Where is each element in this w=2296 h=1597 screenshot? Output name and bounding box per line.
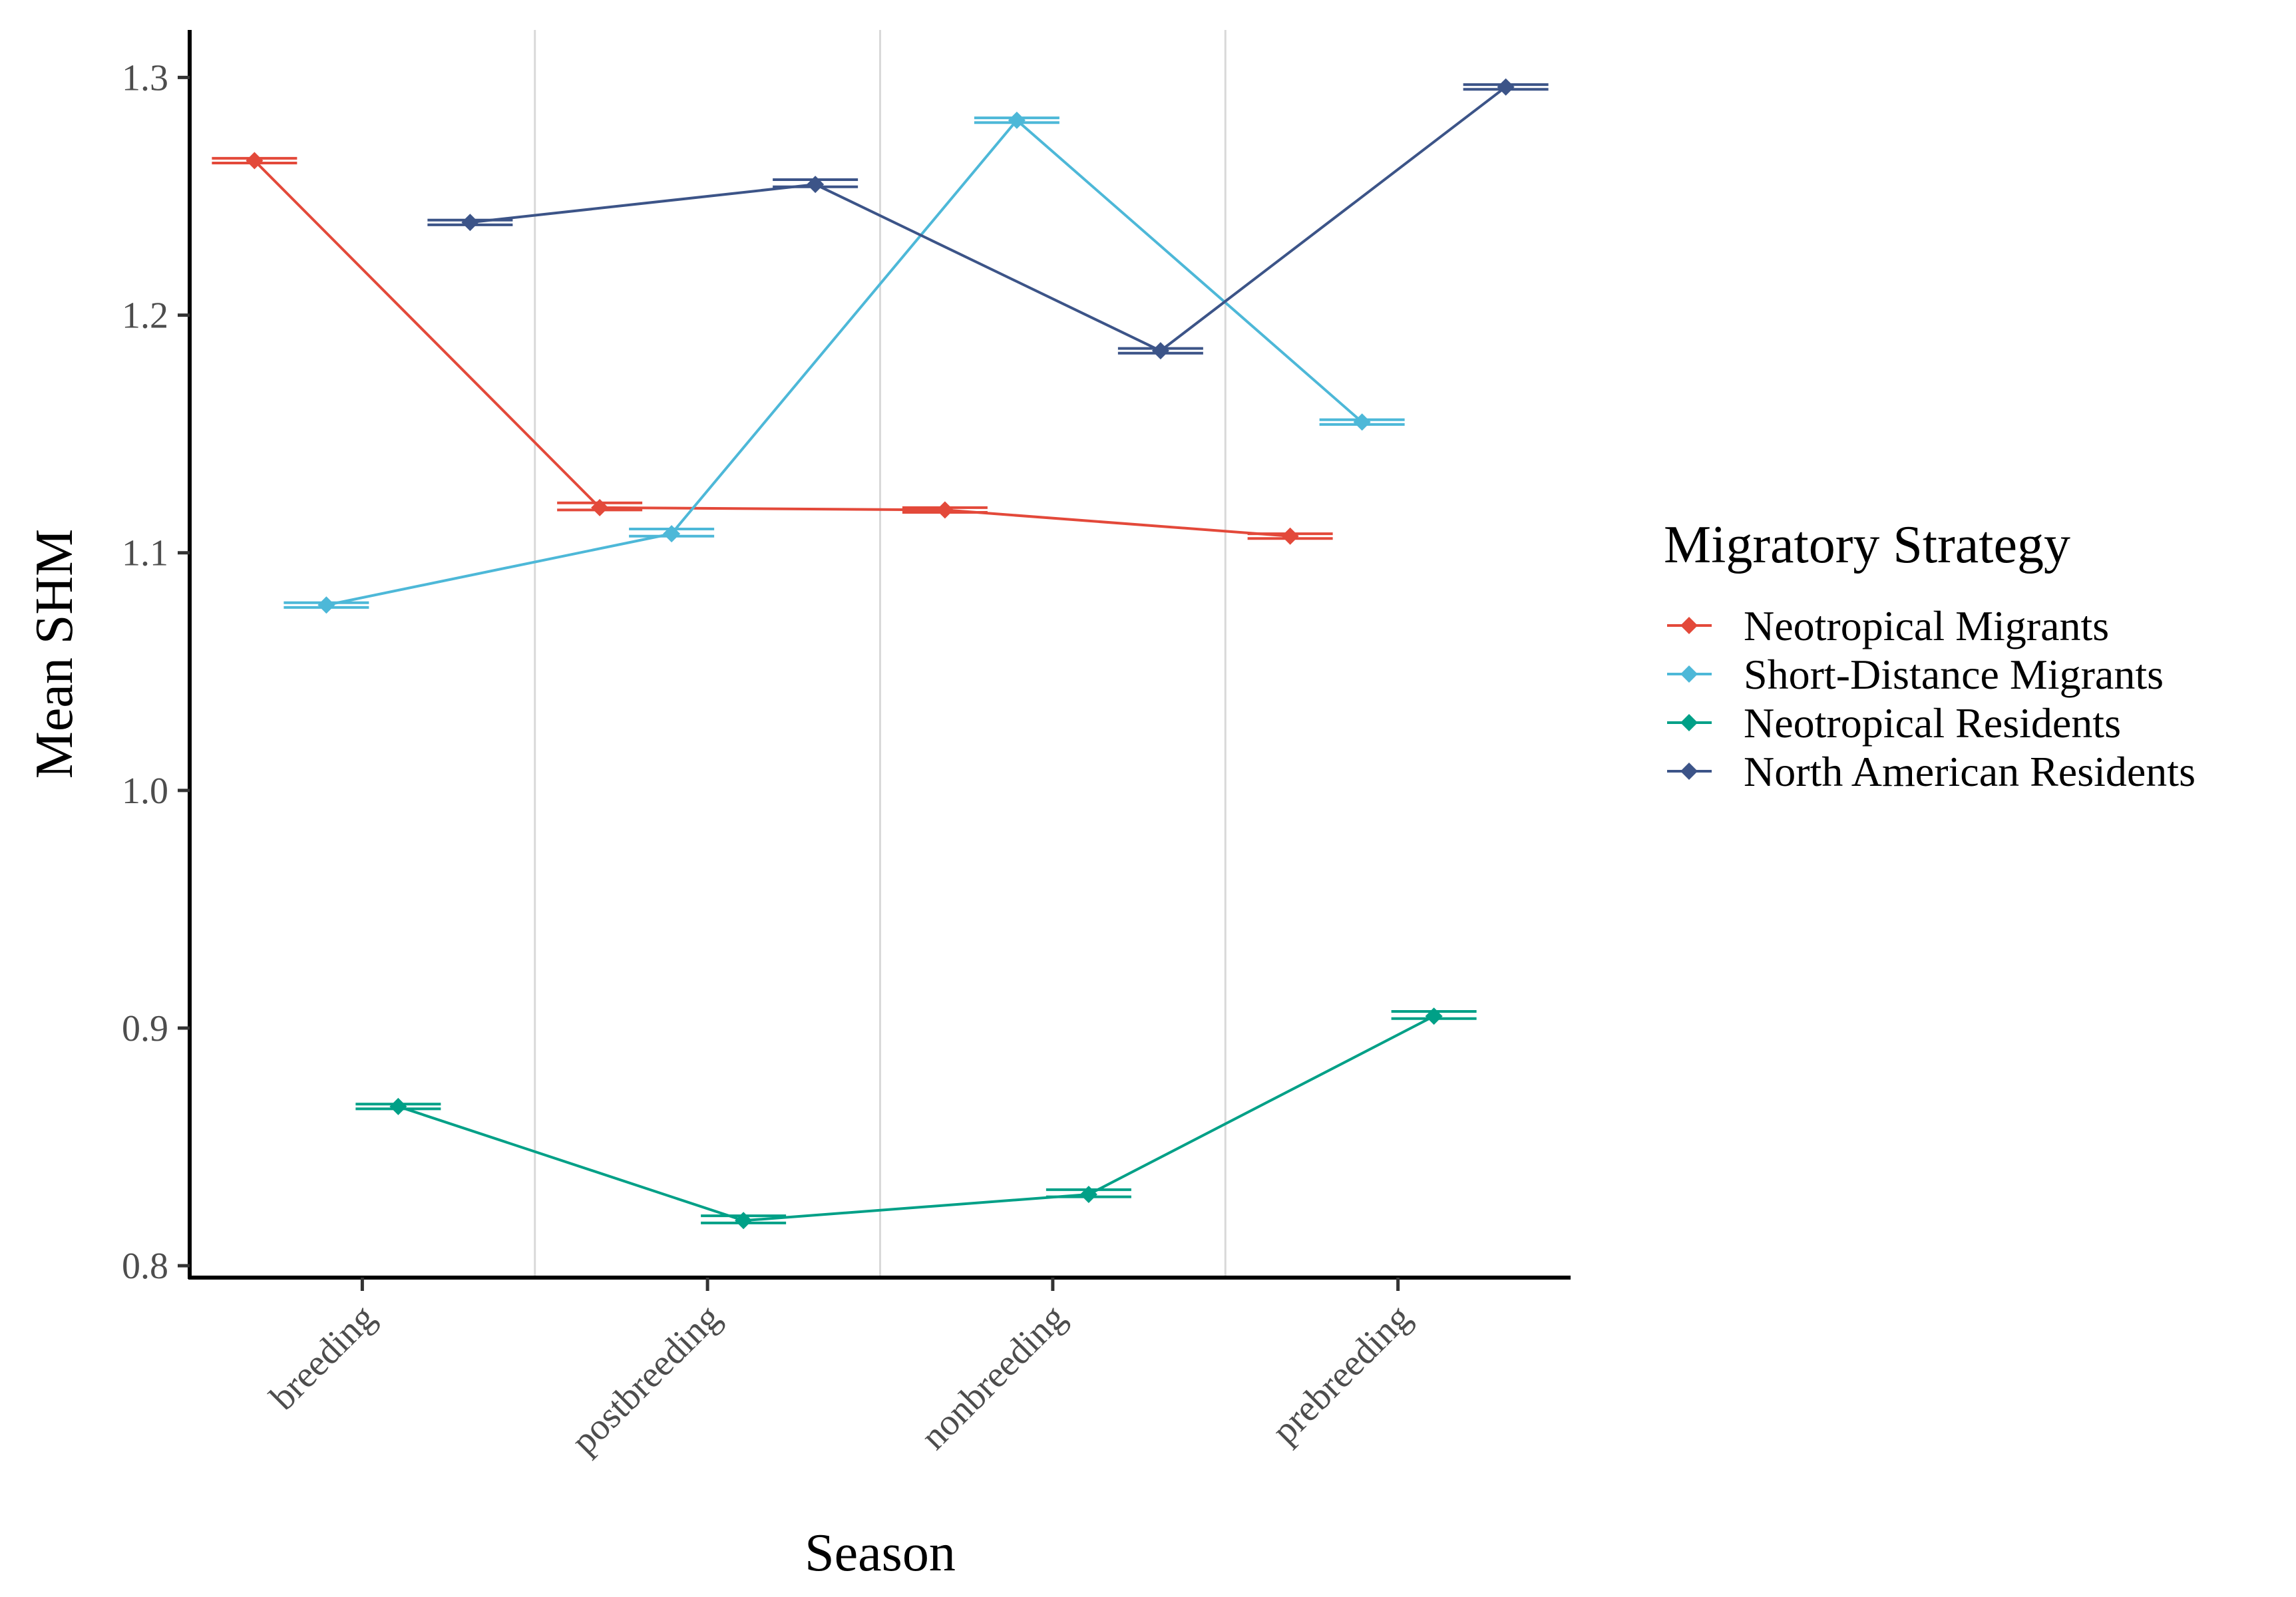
data-point xyxy=(246,152,264,170)
data-point xyxy=(663,525,681,543)
x-tick-label: prebreeding xyxy=(1264,1297,1420,1452)
legend-key-marker xyxy=(1680,714,1698,731)
y-tick-label: 1.0 xyxy=(122,771,168,812)
legend-key-marker xyxy=(1680,617,1698,634)
y-tick-label: 1.2 xyxy=(122,295,168,337)
data-point xyxy=(1497,78,1515,96)
series-neotropical-residents xyxy=(355,1007,1477,1230)
data-point xyxy=(1281,527,1299,545)
data-point xyxy=(389,1097,407,1115)
x-tick-label: nonbreeding xyxy=(913,1297,1074,1458)
series-neotropical-migrants xyxy=(212,152,1333,545)
data-point xyxy=(1425,1007,1443,1025)
labels-layer: Season Mean SHM xyxy=(25,529,956,1582)
data-point xyxy=(1353,413,1371,431)
data-point xyxy=(1008,111,1026,129)
y-tick-label: 0.9 xyxy=(122,1008,168,1049)
data-point xyxy=(317,596,335,614)
y-tick-label: 1.3 xyxy=(122,57,168,98)
data-point xyxy=(936,501,954,519)
series-layer xyxy=(212,78,1549,1230)
legend-item-neotropical-residents: Neotropical Residents xyxy=(1667,699,2121,747)
data-point xyxy=(1079,1186,1097,1203)
series-north-american-residents xyxy=(427,78,1549,360)
data-point xyxy=(1151,342,1169,360)
series-line-neotropical-residents xyxy=(397,1015,1435,1222)
series-line-north-american-residents xyxy=(470,86,1507,353)
legend-title: Migratory Strategy xyxy=(1664,516,2070,574)
legend-label: North American Residents xyxy=(1744,748,2196,795)
y-tick-label: 1.1 xyxy=(122,533,168,574)
y-axis-title: Mean SHM xyxy=(25,529,84,779)
data-point xyxy=(735,1212,753,1230)
x-tick-label: breeding xyxy=(262,1297,383,1418)
series-line-short-distance-migrants xyxy=(325,118,1363,607)
legend-label: Neotropical Migrants xyxy=(1744,602,2109,649)
legend-key-marker xyxy=(1680,763,1698,780)
data-point xyxy=(807,176,825,194)
legend-label: Short-Distance Migrants xyxy=(1744,651,2164,698)
y-tick-label: 0.8 xyxy=(122,1246,168,1287)
legend-item-short-distance-migrants: Short-Distance Migrants xyxy=(1667,651,2164,698)
data-point xyxy=(461,214,479,232)
legend-item-neotropical-migrants: Neotropical Migrants xyxy=(1667,602,2109,649)
x-tick-label: postbreeding xyxy=(564,1297,729,1462)
legend: Migratory Strategy Neotropical MigrantsS… xyxy=(1664,516,2196,795)
series-short-distance-migrants xyxy=(284,111,1405,614)
grid-layer xyxy=(534,30,1227,1278)
legend-key-marker xyxy=(1680,665,1698,683)
series-line-neotropical-migrants xyxy=(253,160,1290,538)
legend-label: Neotropical Residents xyxy=(1744,699,2121,747)
x-axis-title: Season xyxy=(805,1524,956,1582)
legend-item-north-american-residents: North American Residents xyxy=(1667,748,2196,795)
data-point xyxy=(591,498,609,516)
